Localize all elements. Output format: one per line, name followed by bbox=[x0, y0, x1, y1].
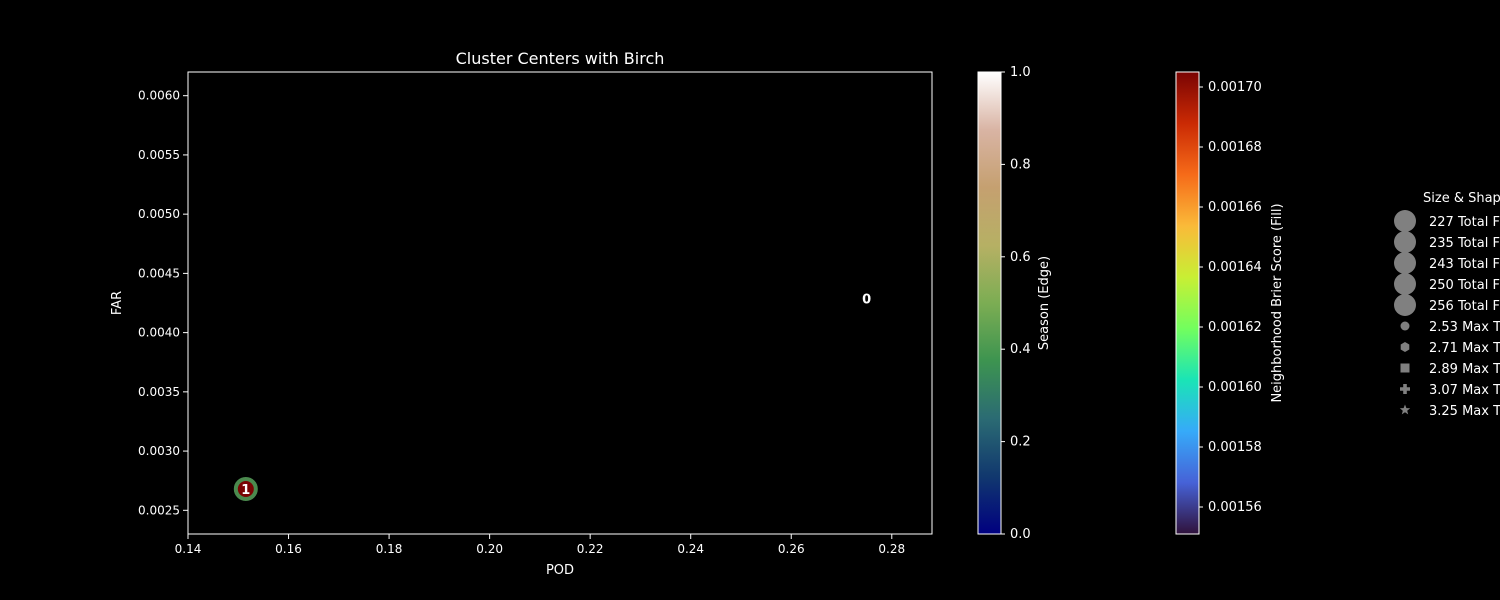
legend-entry-label: 3.07 Max T bbox=[1429, 383, 1500, 398]
colorbar-gradient bbox=[977, 71, 1002, 535]
colorbar-gradient bbox=[1175, 71, 1200, 535]
colorbar-season-label: Season (Edge) bbox=[1037, 256, 1052, 350]
colorbar-tick-label: 0.00170 bbox=[1208, 80, 1262, 95]
plot-area: 0.14 0.16 0.18 0.20 0.22 0.24 0.26 0.28 0.0025 0.… bbox=[138, 71, 933, 556]
legend-marker-circle-large bbox=[1394, 210, 1416, 232]
legend-entry-label: 227 Total F bbox=[1429, 215, 1500, 230]
legend-entry-label: 235 Total F bbox=[1429, 236, 1500, 251]
legend-entry-label: 243 Total F bbox=[1429, 257, 1500, 272]
colorbar-tick-label: 0.00158 bbox=[1208, 440, 1262, 455]
cluster-label: 0 bbox=[862, 292, 871, 307]
colorbar-tick-label: 0.2 bbox=[1010, 435, 1031, 450]
legend-marker-circle-large bbox=[1394, 231, 1416, 253]
x-tick-label: 0.20 bbox=[476, 542, 503, 556]
colorbar-tick-label: 0.6 bbox=[1010, 250, 1031, 265]
legend-marker-hexagon bbox=[1400, 342, 1410, 352]
colorbar-tick-label: 0.4 bbox=[1010, 342, 1031, 357]
colorbar-tick-label: 0.00164 bbox=[1208, 260, 1262, 275]
legend-entry-label: 2.71 Max T bbox=[1429, 341, 1500, 356]
legend-marker-star bbox=[1399, 404, 1411, 415]
legend-entry-label: 3.25 Max T bbox=[1429, 404, 1500, 419]
colorbar-tick-label: 0.00156 bbox=[1208, 500, 1262, 515]
x-tick-label: 0.26 bbox=[778, 542, 805, 556]
legend-entry-label: 250 Total F bbox=[1429, 278, 1500, 293]
legend-marker-plus bbox=[1400, 384, 1410, 395]
cluster-point bbox=[233, 476, 258, 501]
colorbar-tick-label: 0.00168 bbox=[1208, 140, 1262, 155]
colorbar-tick-label: 0.00160 bbox=[1208, 380, 1262, 395]
x-tick-label: 0.14 bbox=[175, 542, 202, 556]
y-tick-label: 0.0025 bbox=[138, 503, 180, 517]
x-tick-label: 0.24 bbox=[677, 542, 704, 556]
colorbar-brier-label: Neighborhood Brier Score (Fill) bbox=[1270, 203, 1285, 402]
x-tick-label: 0.22 bbox=[577, 542, 604, 556]
legend-marker-circle-large bbox=[1394, 294, 1416, 316]
y-tick-label: 0.0045 bbox=[138, 266, 180, 280]
cluster-label: 1 bbox=[241, 483, 250, 498]
x-tick-label: 0.18 bbox=[376, 542, 403, 556]
colorbar-tick-label: 1.0 bbox=[1010, 65, 1031, 80]
legend-entry-label: 2.89 Max T bbox=[1429, 362, 1500, 377]
colorbar-season: 0.0 0.2 0.4 0.6 0.8 1.0 bbox=[977, 65, 1031, 542]
y-tick-label: 0.0035 bbox=[138, 385, 180, 399]
y-tick-label: 0.0030 bbox=[138, 444, 180, 458]
colorbar-tick-label: 0.00166 bbox=[1208, 200, 1262, 215]
legend-entry-label: 2.53 Max T bbox=[1429, 320, 1500, 335]
x-tick-label: 0.28 bbox=[878, 542, 905, 556]
colorbar-tick-label: 0.0 bbox=[1010, 527, 1031, 542]
legend-marker-square bbox=[1400, 363, 1410, 373]
y-tick-label: 0.0040 bbox=[138, 326, 180, 340]
x-tick-label: 0.16 bbox=[275, 542, 302, 556]
colorbar-tick-label: 0.8 bbox=[1010, 157, 1031, 172]
plot-frame bbox=[187, 71, 933, 535]
legend: Size & Shap 227 Total F 235 Total F 243 To… bbox=[1394, 191, 1500, 419]
legend-marker-circle-large bbox=[1394, 273, 1416, 295]
chart-title: Cluster Centers with Birch bbox=[456, 49, 665, 68]
y-tick-label: 0.0055 bbox=[138, 148, 180, 162]
y-tick-label: 0.0060 bbox=[138, 89, 180, 103]
colorbar-tick-label: 0.00162 bbox=[1208, 320, 1262, 335]
y-axis-label: FAR bbox=[110, 291, 125, 315]
x-axis-label: POD bbox=[546, 563, 574, 578]
legend-marker-circle-large bbox=[1394, 252, 1416, 274]
legend-entry-label: 256 Total F bbox=[1429, 299, 1500, 314]
legend-marker-circle bbox=[1400, 321, 1410, 331]
legend-title: Size & Shap bbox=[1423, 191, 1500, 206]
colorbar-brier: 0.00156 0.00158 0.00160 0.00162 0.00164 0.001… bbox=[1175, 71, 1262, 535]
y-tick-label: 0.0050 bbox=[138, 207, 180, 221]
